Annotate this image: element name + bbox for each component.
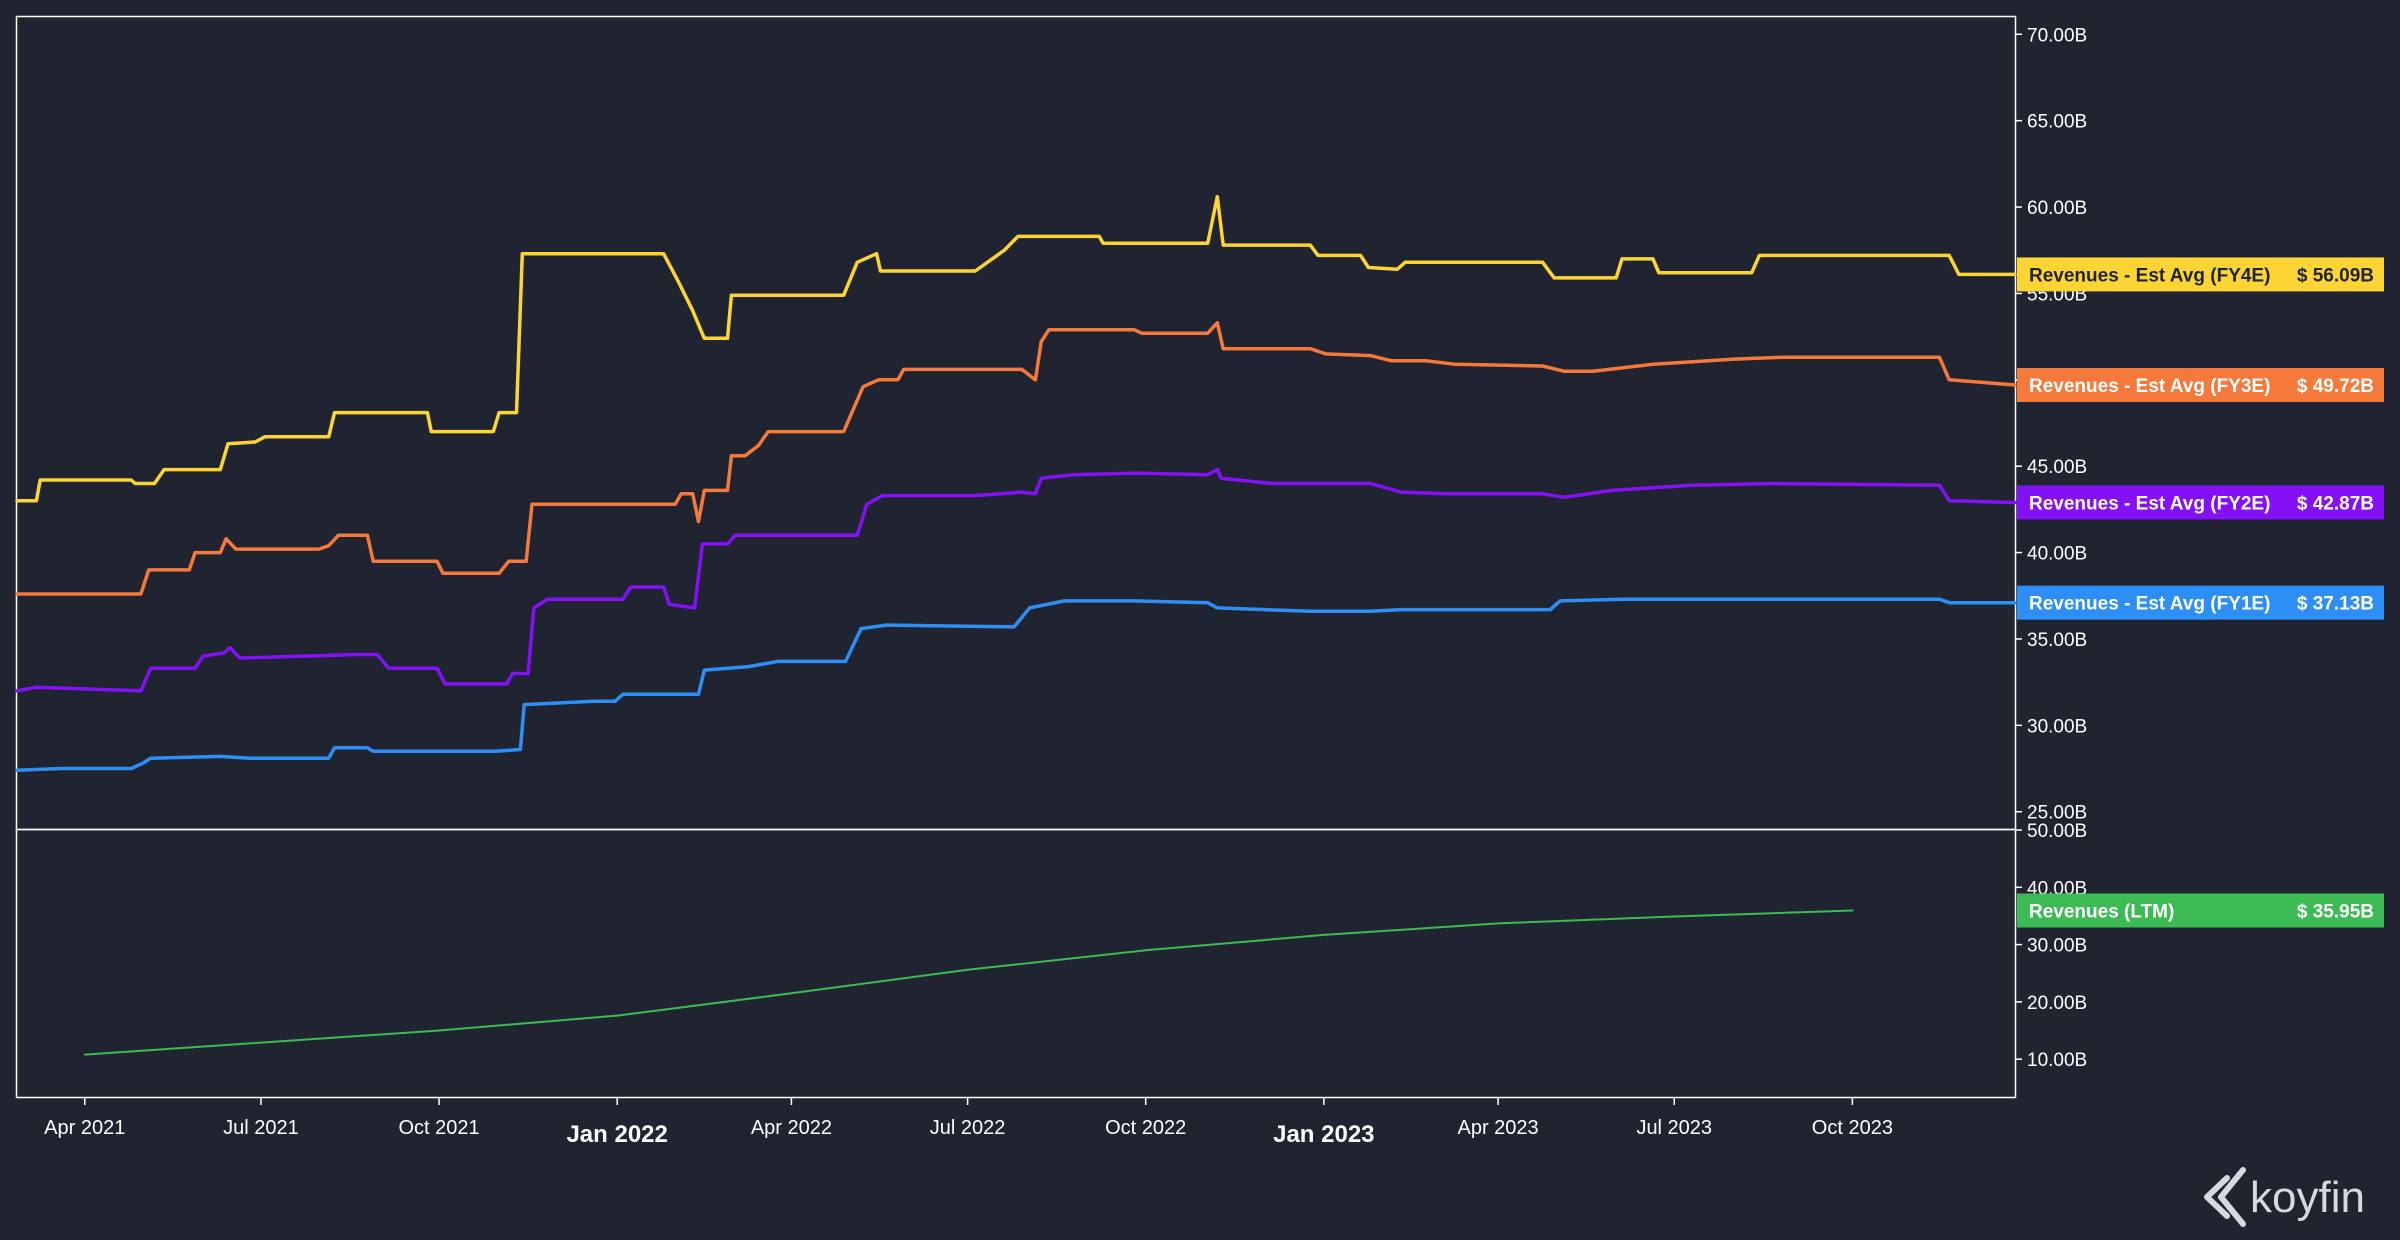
value-tag-background	[2017, 257, 2384, 292]
series-name: Revenues - Est Avg (FY3E)	[2029, 376, 2270, 397]
value-tag-background	[2017, 893, 2384, 928]
x-tick-label: Oct 2022	[1105, 1117, 1186, 1139]
y-tick-label: 65.00B	[2027, 112, 2087, 133]
x-tick-label: Jul 2022	[930, 1117, 1006, 1139]
series-name: Revenues - Est Avg (FY1E)	[2029, 594, 2270, 615]
x-tick-label: Oct 2023	[1812, 1117, 1893, 1139]
y-tick-label: 35.00B	[2027, 630, 2087, 651]
series-value-tag: Revenues - Est Avg (FY1E) $ 37.13B	[2017, 585, 2384, 620]
value-tag-background	[2017, 485, 2384, 520]
series-last-value: $ 42.87B	[2297, 493, 2374, 514]
y-tick-label: 20.00B	[2027, 993, 2087, 1014]
x-tick-label: Apr 2022	[751, 1117, 832, 1139]
x-tick-label: Jan 2022	[566, 1121, 667, 1148]
value-tag-background	[2017, 367, 2384, 402]
series-line-est-1	[15, 194, 2017, 503]
brand-name: koyfin	[2250, 1173, 2365, 1222]
y-tick-label: 70.00B	[2027, 25, 2087, 46]
series-line-ltm	[83, 909, 1854, 1056]
series-lines	[15, 194, 2017, 1056]
series-value-tag: Revenues (LTM) $ 35.95B	[2017, 893, 2384, 928]
series-last-value: $ 56.09B	[2297, 265, 2374, 286]
koyfin-chevron-icon	[2204, 1167, 2246, 1227]
koyfin-logo: koyfin	[2204, 1167, 2365, 1227]
series-name: Revenues - Est Avg (FY4E)	[2029, 265, 2270, 286]
series-last-value: $ 37.13B	[2297, 594, 2374, 615]
series-value-tag: Revenues - Est Avg (FY4E) $ 56.09B	[2017, 257, 2384, 292]
series-line-est-2	[15, 321, 2017, 596]
x-tick-label: Jul 2023	[1636, 1117, 1712, 1139]
x-tick-label: Jan 2023	[1273, 1121, 1374, 1148]
series-name: Revenues (LTM)	[2029, 902, 2174, 923]
x-tick-label: Apr 2021	[44, 1117, 125, 1139]
series-last-value: $ 35.95B	[2297, 902, 2374, 923]
series-value-tag: Revenues - Est Avg (FY2E) $ 42.87B	[2017, 485, 2384, 520]
y-tick-label: 45.00B	[2027, 457, 2087, 478]
series-name: Revenues - Est Avg (FY2E)	[2029, 493, 2270, 514]
series-value-labels: Revenues - Est Avg (FY4E) $ 56.09BRevenue…	[2017, 257, 2384, 928]
series-last-value: $ 49.72B	[2297, 376, 2374, 397]
x-tick-label: Oct 2021	[398, 1117, 479, 1139]
y-tick-label: 50.00B	[2027, 821, 2087, 842]
y-tick-label: 10.00B	[2027, 1050, 2087, 1071]
y-tick-label: 60.00B	[2027, 198, 2087, 219]
series-line-est-4	[15, 597, 2017, 773]
y-tick-label: 30.00B	[2027, 716, 2087, 737]
y-tick-label: 40.00B	[2027, 544, 2087, 565]
x-axis: Apr 2021 Jul 2021 Oct 2021 Jan 2022 Apr 2022…	[44, 1097, 1893, 1148]
x-tick-label: Jul 2021	[223, 1117, 299, 1139]
y-tick-label: 25.00B	[2027, 803, 2087, 824]
x-tick-label: Apr 2023	[1457, 1117, 1538, 1139]
y-tick-label: 30.00B	[2027, 936, 2087, 957]
series-value-tag: Revenues - Est Avg (FY3E) $ 49.72B	[2017, 367, 2384, 402]
plot-frames	[15, 15, 2017, 1099]
bottom-panel-frame	[15, 828, 2017, 1099]
value-tag-background	[2017, 585, 2384, 620]
series-line-est-3	[15, 467, 2017, 693]
